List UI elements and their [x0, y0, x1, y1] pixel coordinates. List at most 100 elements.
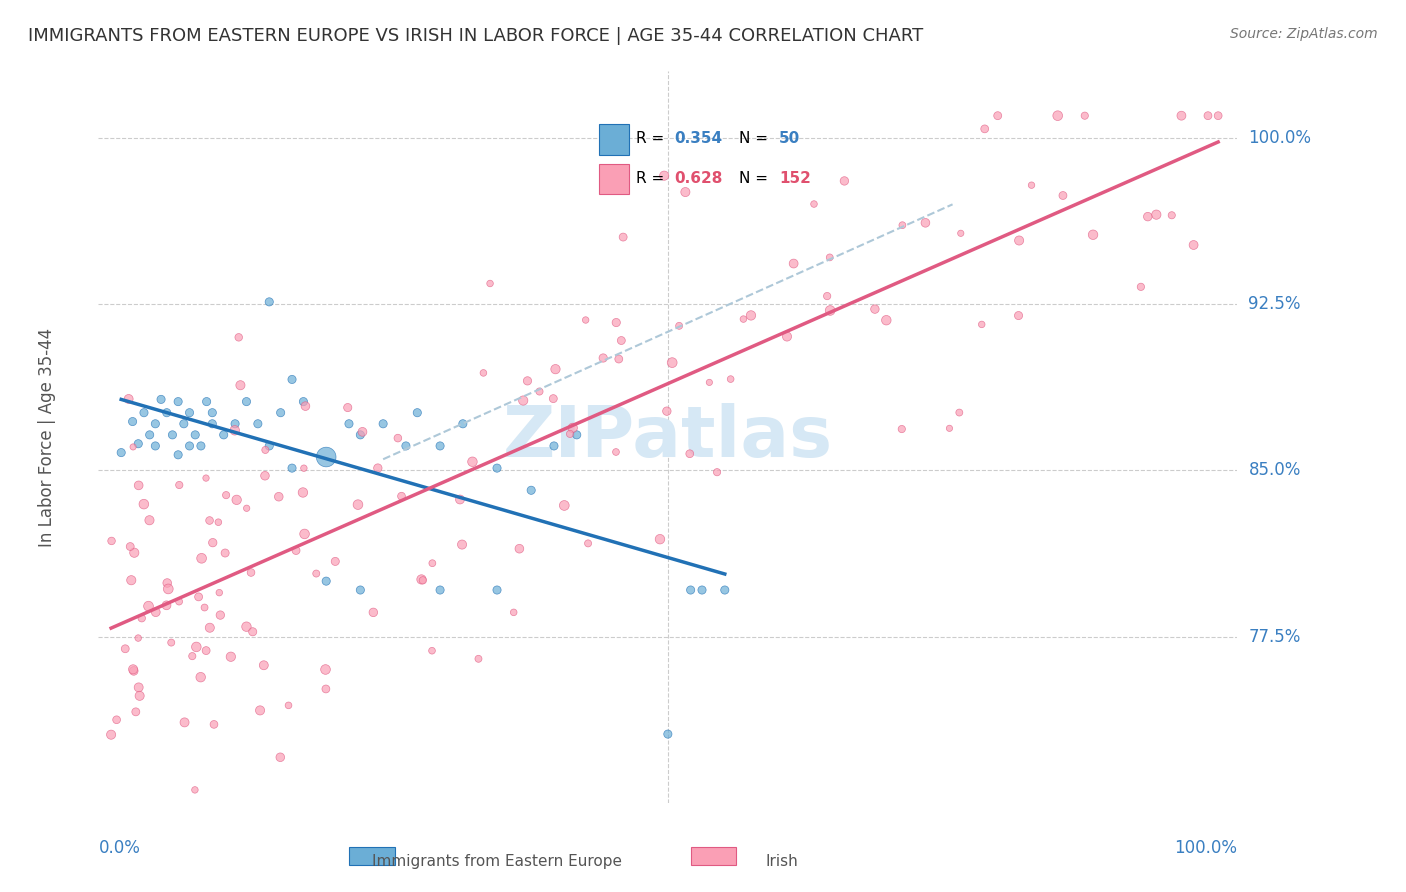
Irish — [294, 399, 316, 413]
Irish — [612, 230, 634, 244]
Immigrants from Eastern Europe — [451, 417, 474, 431]
Irish — [315, 681, 337, 696]
Irish — [120, 573, 142, 587]
Irish — [834, 174, 856, 188]
Immigrants from Eastern Europe — [270, 406, 292, 420]
Immigrants from Eastern Europe — [201, 417, 224, 431]
Immigrants from Eastern Europe — [156, 406, 179, 420]
Text: 100.0%: 100.0% — [1174, 839, 1237, 857]
Irish — [253, 658, 276, 673]
Irish — [803, 197, 825, 211]
Immigrants from Eastern Europe — [121, 415, 143, 429]
Irish — [818, 251, 841, 265]
Irish — [132, 497, 155, 511]
Immigrants from Eastern Europe — [145, 417, 167, 431]
Immigrants from Eastern Europe — [281, 461, 304, 475]
Irish — [948, 406, 970, 420]
Irish — [914, 216, 936, 230]
Irish — [938, 421, 960, 435]
Irish — [679, 447, 702, 461]
Irish — [553, 499, 575, 513]
Irish — [544, 362, 567, 376]
Irish — [128, 689, 150, 703]
Irish — [648, 532, 671, 546]
Immigrants from Eastern Europe — [429, 439, 451, 453]
Irish — [219, 649, 242, 664]
Irish — [449, 492, 471, 507]
Irish — [1046, 109, 1069, 123]
Text: Immigrants from Eastern Europe: Immigrants from Eastern Europe — [373, 854, 621, 869]
Immigrants from Eastern Europe — [349, 582, 371, 597]
Irish — [254, 442, 277, 457]
Immigrants from Eastern Europe — [145, 439, 167, 453]
Irish — [131, 611, 153, 625]
Irish — [949, 227, 972, 241]
Irish — [1052, 188, 1074, 202]
Irish — [367, 461, 389, 475]
Irish — [529, 384, 551, 399]
Irish — [100, 728, 122, 742]
Irish — [467, 652, 489, 666]
Irish — [508, 541, 530, 556]
Irish — [668, 318, 690, 333]
Irish — [207, 515, 229, 529]
Irish — [202, 717, 225, 731]
Irish — [1182, 238, 1205, 252]
Text: 0.0%: 0.0% — [98, 839, 141, 857]
Irish — [420, 644, 443, 658]
Irish — [1021, 178, 1043, 193]
Irish — [1160, 208, 1182, 222]
Irish — [973, 121, 995, 136]
Irish — [190, 551, 212, 566]
Text: 77.5%: 77.5% — [1249, 628, 1301, 646]
Irish — [605, 445, 627, 459]
Irish — [198, 514, 221, 528]
Irish — [128, 681, 150, 695]
Irish — [285, 543, 308, 558]
Immigrants from Eastern Europe — [167, 448, 190, 462]
Irish — [543, 392, 565, 406]
Irish — [269, 750, 291, 764]
Immigrants from Eastern Europe — [292, 394, 315, 409]
Irish — [411, 573, 433, 587]
Irish — [294, 527, 316, 541]
Irish — [225, 492, 247, 507]
FancyBboxPatch shape — [690, 847, 737, 865]
Immigrants from Eastern Europe — [179, 439, 201, 453]
Irish — [228, 330, 250, 344]
Irish — [461, 455, 484, 469]
Irish — [208, 585, 231, 599]
Immigrants from Eastern Europe — [371, 417, 394, 431]
Text: In Labor Force | Age 35-44: In Labor Force | Age 35-44 — [38, 327, 56, 547]
Irish — [1144, 208, 1167, 222]
Irish — [242, 624, 264, 639]
Text: 92.5%: 92.5% — [1249, 295, 1301, 313]
Immigrants from Eastern Europe — [246, 417, 269, 431]
Irish — [122, 662, 145, 676]
Irish — [352, 425, 374, 439]
Irish — [127, 631, 149, 645]
Immigrants from Eastern Europe — [679, 582, 702, 597]
Irish — [157, 582, 180, 596]
Immigrants from Eastern Europe — [150, 392, 173, 407]
Immigrants from Eastern Europe — [429, 582, 451, 597]
Irish — [610, 334, 633, 348]
Irish — [181, 649, 204, 664]
Immigrants from Eastern Europe — [543, 439, 565, 453]
Irish — [512, 393, 534, 408]
Irish — [224, 423, 246, 437]
Immigrants from Eastern Europe — [173, 417, 195, 431]
Irish — [114, 641, 136, 656]
Irish — [412, 574, 434, 588]
Irish — [138, 599, 160, 614]
Irish — [422, 556, 444, 570]
Irish — [576, 536, 599, 550]
Irish — [198, 621, 221, 635]
Irish — [1008, 234, 1031, 248]
Irish — [592, 351, 614, 365]
Irish — [699, 376, 721, 390]
Irish — [1197, 109, 1219, 123]
Text: Irish: Irish — [765, 854, 799, 869]
Irish — [987, 109, 1010, 123]
Irish — [363, 606, 385, 620]
